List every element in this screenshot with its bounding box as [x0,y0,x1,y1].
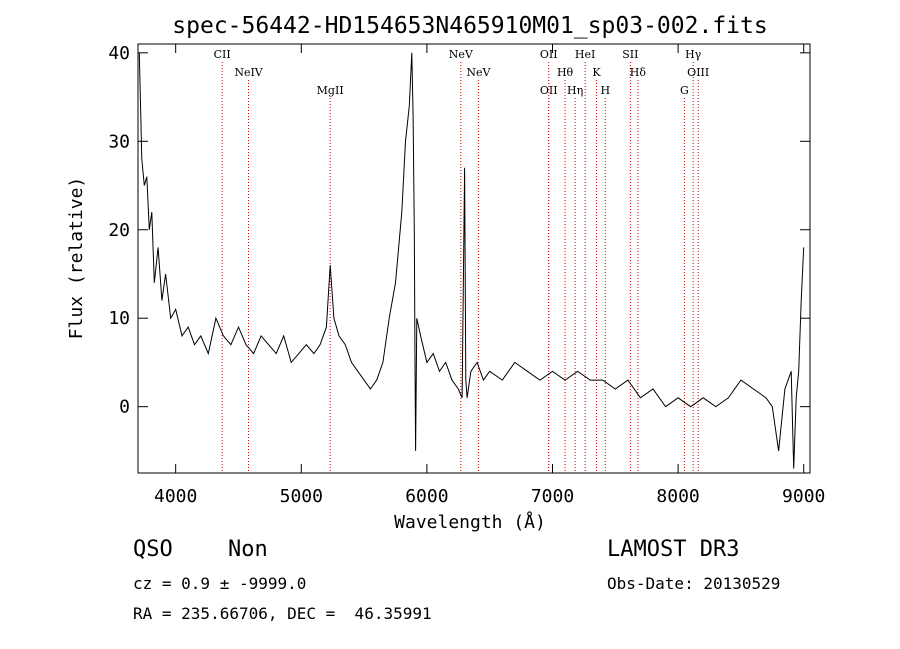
x-axis-label: Wavelength (Å) [394,511,546,533]
emission-line-label: G [680,84,689,97]
x-tick-label: 6000 [405,486,448,507]
emission-line-label: HeI [575,48,595,61]
emission-line-label: Hδ [630,66,647,79]
emission-line-label: NeIV [234,66,263,79]
y-tick-label: 40 [108,43,130,64]
emission-line-label: CII [214,48,231,61]
emission-line-label: OII [540,48,558,61]
chart-title: spec-56442-HD154653N465910M01_sp03-002.f… [172,13,767,39]
emission-line-label: Hθ [557,66,574,79]
emission-line-label: NeV [449,48,474,61]
x-tick-label: 5000 [280,486,323,507]
y-tick-label: 30 [108,131,130,152]
x-tick-label: 8000 [656,486,699,507]
object-class: QSO [133,537,173,562]
spectrum-line [138,52,805,469]
emission-line-label: SII [622,48,638,61]
emission-line-label: Hη [567,84,583,97]
y-tick-label: 10 [108,308,130,329]
object-subclass: Non [228,537,268,562]
emission-line-label: H [600,84,610,97]
y-tick-label: 0 [119,397,130,418]
emission-line-label: Hγ [685,48,702,61]
x-tick-label: 4000 [154,486,197,507]
emission-line-label: NeV [466,66,491,79]
x-tick-label: 9000 [782,486,825,507]
redshift-cz: cz = 0.9 ± -9999.0 [133,574,307,593]
observation-date: Obs-Date: 20130529 [607,574,781,593]
y-tick-label: 20 [108,220,130,241]
y-axis-label: Flux (relative) [66,177,87,340]
emission-line-label: OIII [687,66,709,79]
emission-line-label: MgII [317,84,344,97]
emission-line-label: K [592,66,601,79]
plot-frame [137,43,811,474]
survey-name: LAMOST DR3 [607,537,740,562]
axis-ticks: 4000 5000 6000 7000 8000 9000 0 10 20 30 40 [108,43,825,507]
ra-dec-coordinates: RA = 235.66706, DEC = 46.35991 [133,604,432,623]
emission-line-label: OII [540,84,558,97]
x-tick-label: 7000 [531,486,574,507]
